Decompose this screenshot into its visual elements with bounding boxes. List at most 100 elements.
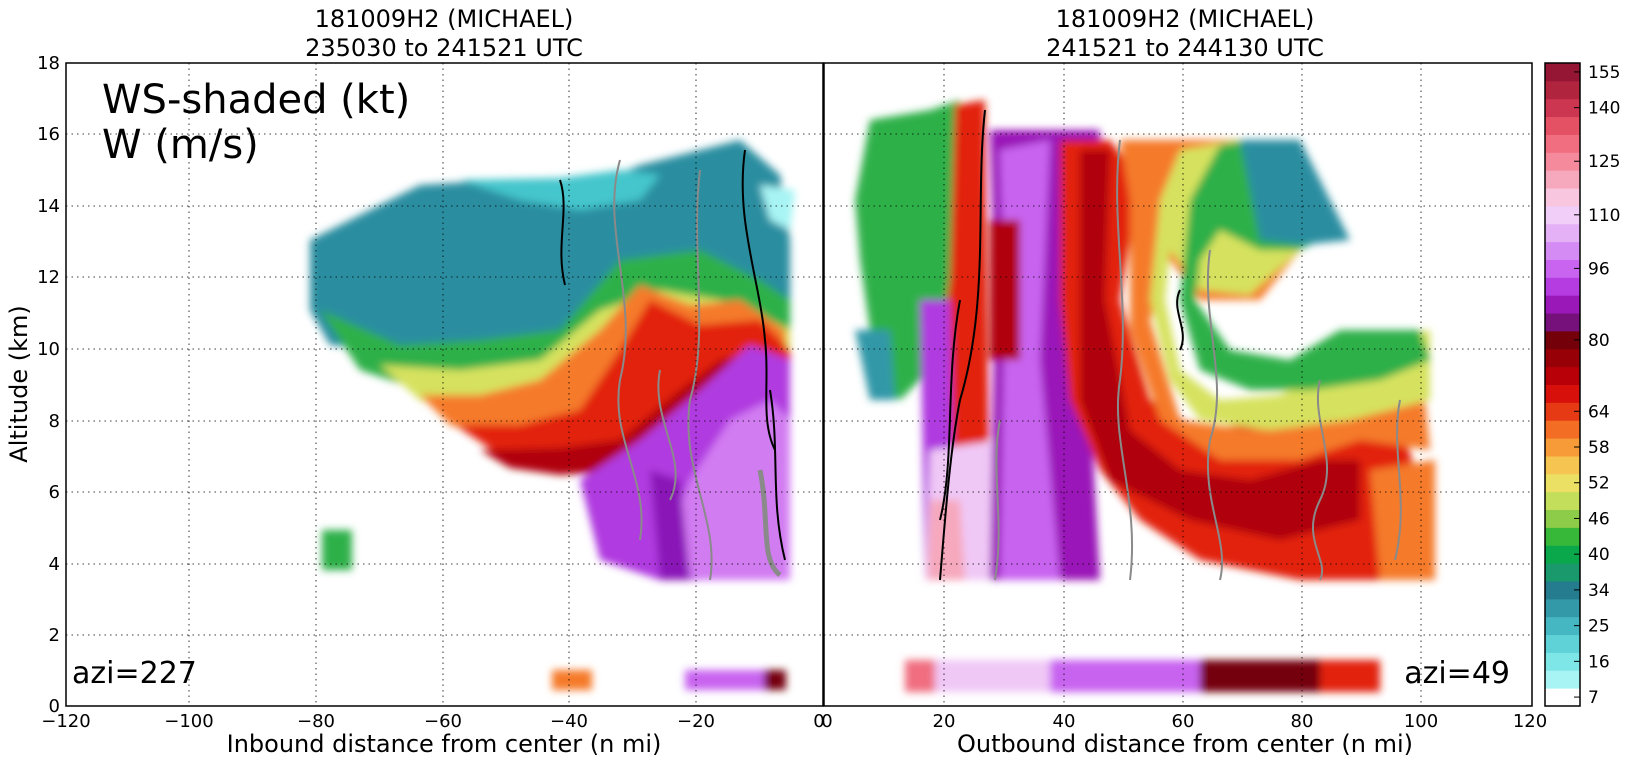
left-title: 181009H2 (MICHAEL): [315, 5, 574, 33]
colorbar-swatch: [1545, 688, 1580, 707]
y-tick-label: 12: [37, 267, 60, 288]
colorbar-tick-label: 7: [1588, 688, 1599, 708]
colorbar-swatch: [1545, 652, 1580, 671]
colorbar-swatch: [1545, 205, 1580, 225]
right-azimuth-label: azi=49: [1404, 656, 1510, 691]
x-tick-label: −100: [164, 711, 213, 732]
colorbar-swatch: [1545, 491, 1580, 511]
colorbar-swatch: [1545, 670, 1580, 689]
x-tick-label: 40: [1053, 711, 1076, 732]
colorbar-swatch: [1545, 384, 1580, 403]
x-tick-label: −20: [677, 711, 715, 732]
left-w-contours: [559, 149, 786, 581]
colorbar-tick-label: 64: [1588, 402, 1610, 422]
legend-w-label: W (m/s): [102, 122, 259, 168]
right-x-ticks: 0 20 40 60 80 100 120: [821, 711, 1547, 732]
right-axes-frame: [823, 62, 1533, 707]
y-tick-label: 16: [37, 124, 60, 145]
x-tick-label: 0: [813, 711, 824, 732]
colorbar-swatch: [1545, 580, 1580, 600]
colorbar-swatch: [1545, 634, 1580, 653]
right-w-contours: [939, 109, 1402, 581]
colorbar-swatch: [1545, 188, 1580, 207]
colorbar-swatch: [1545, 152, 1580, 171]
colorbar-swatch: [1545, 348, 1580, 368]
colorbar-swatch: [1545, 402, 1580, 421]
colorbar-swatch: [1545, 473, 1580, 493]
x-tick-label: 120: [1513, 711, 1547, 732]
colorbar-swatch: [1545, 420, 1580, 439]
y-tick-label: 6: [49, 482, 60, 503]
left-ws-shading: [310, 140, 795, 690]
colorbar-swatch: [1545, 98, 1580, 118]
colorbar-swatch: [1545, 116, 1580, 135]
y-tick-label: 10: [37, 339, 60, 360]
colorbar-tick-label: 96: [1588, 259, 1610, 279]
colorbar-swatch: [1545, 598, 1580, 618]
colorbar-swatch: [1545, 366, 1580, 385]
colorbar: 7 16 25 34 40 46 52 58 64 80 96 110 125 140 155: [1544, 62, 1620, 708]
x-tick-label: 60: [1172, 711, 1195, 732]
colorbar-tick-label: 34: [1588, 581, 1610, 601]
colorbar-swatch: [1545, 563, 1580, 582]
colorbar-swatch: [1545, 170, 1580, 189]
x-tick-label: −80: [297, 711, 335, 732]
colorbar-tick-label: 125: [1588, 152, 1620, 172]
colorbar-swatch: [1545, 330, 1580, 350]
colorbar-swatch: [1545, 134, 1580, 153]
colorbar-swatch: [1545, 277, 1580, 296]
right-plot-area: [855, 100, 1435, 692]
colorbar-tick-label: 80: [1588, 331, 1610, 351]
y-tick-label: 2: [49, 625, 60, 646]
colorbar-tick-label: 16: [1588, 652, 1610, 672]
x-tick-label: 100: [1404, 711, 1438, 732]
right-title: 181009H2 (MICHAEL): [1056, 5, 1315, 33]
right-subtitle: 241521 to 244130 UTC: [1046, 34, 1324, 62]
left-y-ticks: 0 2 4 6 8 10 12 14 16 18: [37, 53, 60, 717]
colorbar-swatch: [1545, 295, 1580, 314]
x-tick-label: −60: [424, 711, 462, 732]
left-azimuth-label: azi=227: [72, 656, 197, 691]
colorbar-tick-label: 58: [1588, 438, 1610, 458]
right-x-axis-label: Outbound distance from center (n mi): [957, 730, 1413, 758]
colorbar-swatch: [1545, 223, 1580, 243]
y-tick-label: 14: [37, 196, 60, 217]
colorbar-swatch: [1545, 527, 1580, 546]
left-panel: 181009H2 (MICHAEL) 235030 to 241521 UTC: [5, 5, 825, 758]
left-plot-area: [310, 140, 795, 690]
colorbar-swatch: [1545, 509, 1580, 528]
colorbar-swatch: [1545, 259, 1580, 278]
colorbar-swatch: [1545, 616, 1580, 636]
left-x-axis-label: Inbound distance from center (n mi): [227, 730, 662, 758]
colorbar-tick-label: 25: [1588, 617, 1610, 637]
y-tick-label: 18: [37, 53, 60, 74]
colorbar-tick-label: 140: [1588, 99, 1620, 119]
colorbar-swatch: [1545, 545, 1580, 564]
x-tick-label: 80: [1291, 711, 1314, 732]
colorbar-swatch: [1545, 455, 1580, 475]
right-ws-shading: [855, 100, 1435, 692]
left-axes-frame: [65, 62, 824, 707]
left-subtitle: 235030 to 241521 UTC: [305, 34, 583, 62]
colorbar-swatches: [1545, 63, 1580, 707]
colorbar-tick-label: 40: [1588, 545, 1610, 565]
colorbar-tick-label: 46: [1588, 509, 1610, 529]
colorbar-swatch: [1545, 241, 1580, 260]
colorbar-tick-label: 52: [1588, 474, 1610, 494]
y-tick-label: 0: [49, 696, 60, 717]
x-tick-label: −120: [41, 711, 90, 732]
right-panel: 181009H2 (MICHAEL) 241521 to 244130 UTC: [821, 5, 1547, 758]
y-tick-label: 4: [49, 554, 60, 575]
colorbar-swatch: [1545, 63, 1580, 82]
x-tick-label: −40: [550, 711, 588, 732]
colorbar-frame: [1544, 62, 1581, 707]
colorbar-labels: 7 16 25 34 40 46 52 58 64 80 96 110 125 140 155: [1574, 63, 1620, 708]
right-grid: [824, 63, 1532, 706]
y-tick-label: 8: [49, 411, 60, 432]
colorbar-swatch: [1545, 438, 1580, 457]
colorbar-tick-label: 155: [1588, 63, 1620, 83]
legend-ws-label: WS-shaded (kt): [102, 77, 410, 123]
colorbar-swatch: [1545, 80, 1580, 100]
x-tick-label: 0: [821, 711, 832, 732]
